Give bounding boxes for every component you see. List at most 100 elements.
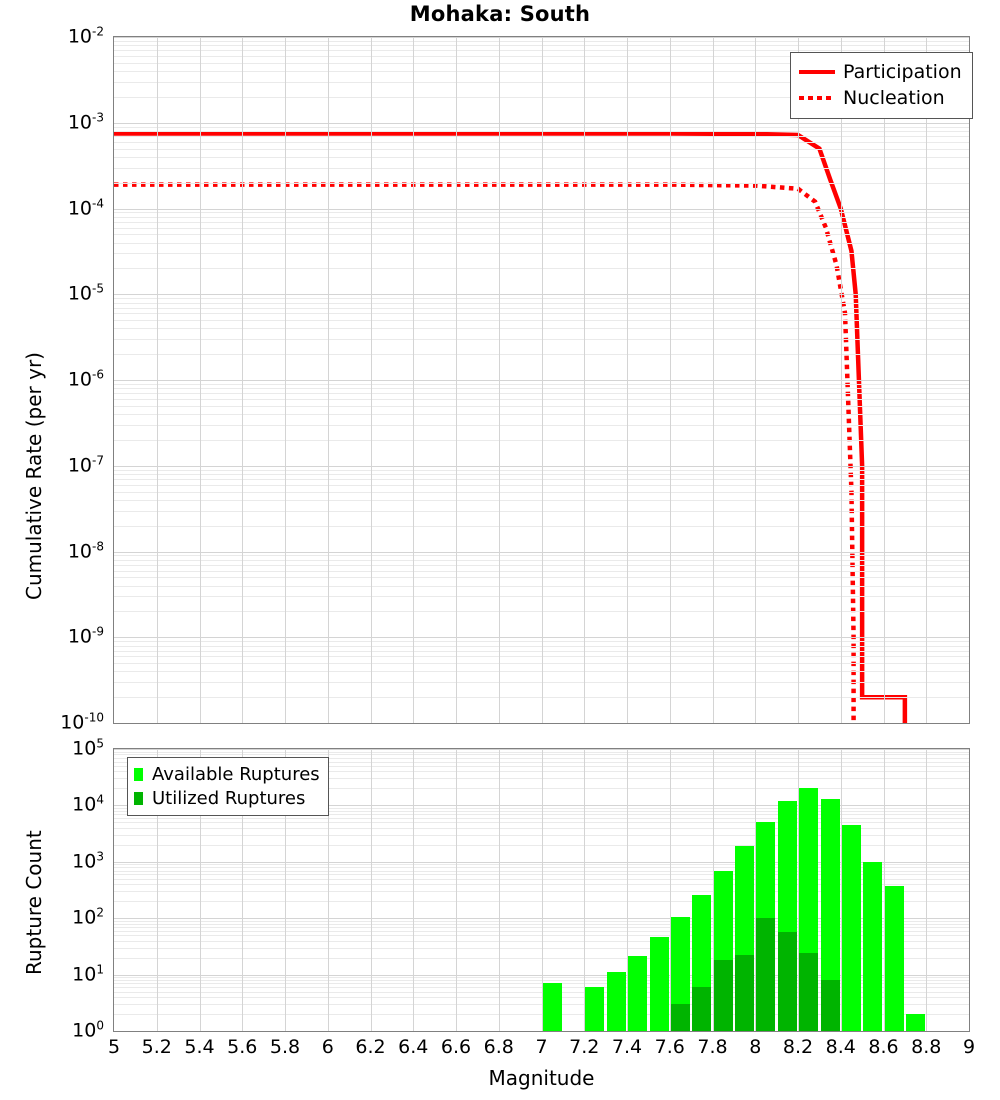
top-y-axis-ticks: 10-2 10-3 10-4 10-5 10-6 10-7 10-8 10-9 10-10: [0, 24, 104, 733]
gridline: [755, 749, 757, 1031]
bar-available: [606, 972, 626, 1031]
bar-available: [542, 983, 562, 1031]
gridline: [156, 749, 158, 1031]
bar-available: [713, 871, 733, 1031]
bar-available: [841, 824, 861, 1031]
gridline: [926, 749, 928, 1031]
bar-available: [670, 917, 690, 1031]
bottom-y-axis-ticks: 105 104 103 102 101 100: [0, 736, 104, 1041]
bar-available: [777, 800, 797, 1031]
legend-item: Available Ruptures: [134, 762, 320, 786]
rupture-bars: [114, 749, 969, 1031]
gridline: [285, 749, 286, 1031]
gridline: [926, 37, 928, 723]
gridline: [370, 37, 372, 723]
x-axis-label: Magnitude: [488, 1066, 595, 1090]
bar-available: [585, 987, 605, 1031]
y-tick-label: 102: [72, 905, 104, 929]
bar-available: [628, 956, 648, 1031]
gridline: [541, 37, 543, 723]
bar-available: [692, 895, 712, 1031]
gridline: [840, 749, 842, 1031]
gridline: [370, 749, 372, 1031]
gridline: [242, 37, 244, 723]
bar-available: [735, 846, 755, 1031]
gridline: [156, 37, 158, 723]
color-swatch-icon: [134, 791, 152, 805]
y-tick-label: 103: [72, 849, 104, 873]
x-tick-label: 7.2: [569, 1036, 600, 1058]
gridline: [840, 37, 842, 723]
x-tick-label: 5.4: [184, 1036, 215, 1058]
bar-utilized: [692, 987, 712, 1031]
bar-available: [884, 886, 904, 1031]
gridline: [627, 37, 628, 723]
bottom-gridlines: [114, 749, 969, 1031]
bar-available: [906, 1014, 926, 1031]
gridline: [199, 37, 201, 723]
legend-item: Utilized Ruptures: [134, 786, 320, 810]
dotted-line-icon: [799, 96, 843, 100]
y-tick-label: 105: [72, 736, 104, 760]
bar-utilized: [713, 960, 733, 1031]
rate-legend: Participation Nucleation: [790, 52, 973, 119]
x-tick-label: 9: [962, 1036, 976, 1058]
x-tick-label: 6.8: [483, 1036, 514, 1058]
gridline: [669, 37, 671, 723]
gridline: [798, 37, 799, 723]
bar-utilized: [799, 953, 819, 1031]
gridline: [413, 749, 415, 1031]
bar-available: [863, 862, 883, 1031]
legend-item: Nucleation: [799, 85, 962, 111]
gridline: [498, 749, 500, 1031]
x-tick-label: 6.2: [355, 1036, 386, 1058]
y-tick-label: 10-7: [67, 453, 104, 477]
bar-utilized: [670, 1004, 690, 1031]
x-tick-label: 6.6: [440, 1036, 472, 1058]
y-tick-label: 10-2: [67, 24, 104, 48]
x-tick-label: 7.4: [611, 1036, 643, 1058]
gridline: [456, 749, 457, 1031]
gridline: [883, 749, 885, 1031]
color-swatch-icon: [134, 767, 152, 781]
x-tick-label: 8.2: [782, 1036, 814, 1058]
gridline: [285, 37, 286, 723]
bar-available: [799, 788, 819, 1031]
x-tick-label: 8.8: [911, 1036, 942, 1058]
x-tick-label: 5: [107, 1036, 121, 1058]
x-tick-label: 6: [321, 1036, 334, 1058]
gridline: [669, 749, 671, 1031]
x-tick-label: 5.8: [269, 1036, 301, 1058]
top-gridlines: [114, 37, 969, 723]
legend-item: Participation: [799, 59, 962, 85]
gridline: [712, 37, 714, 723]
x-tick-label: 5.2: [141, 1036, 172, 1058]
bar-available: [820, 798, 840, 1031]
legend-label: Nucleation: [843, 87, 945, 109]
gridline: [327, 37, 329, 723]
x-tick-label: 7: [535, 1036, 548, 1058]
gridline: [199, 749, 201, 1031]
gridline: [627, 749, 628, 1031]
x-tick-label: 8.6: [868, 1036, 899, 1058]
gridline: [498, 37, 500, 723]
y-tick-label: 10-8: [67, 538, 104, 563]
bar-utilized: [735, 955, 755, 1031]
legend-label: Utilized Ruptures: [152, 787, 306, 809]
bar-available: [649, 937, 669, 1031]
gridline: [584, 749, 586, 1031]
y-tick-label: 10-5: [67, 281, 104, 305]
bar-utilized: [756, 918, 776, 1031]
y-tick-label: 101: [72, 961, 104, 986]
gridline: [755, 37, 757, 723]
legend-label: Available Ruptures: [152, 763, 320, 785]
y-tick-label: 10-3: [67, 110, 104, 134]
gridline: [798, 749, 799, 1031]
x-tick-label: 7.8: [697, 1036, 728, 1058]
x-tick-label: 7.6: [654, 1036, 685, 1058]
x-tick-label: 5.6: [227, 1036, 258, 1058]
gridline: [883, 37, 885, 723]
gridline: [242, 749, 244, 1031]
gridline: [413, 37, 415, 723]
